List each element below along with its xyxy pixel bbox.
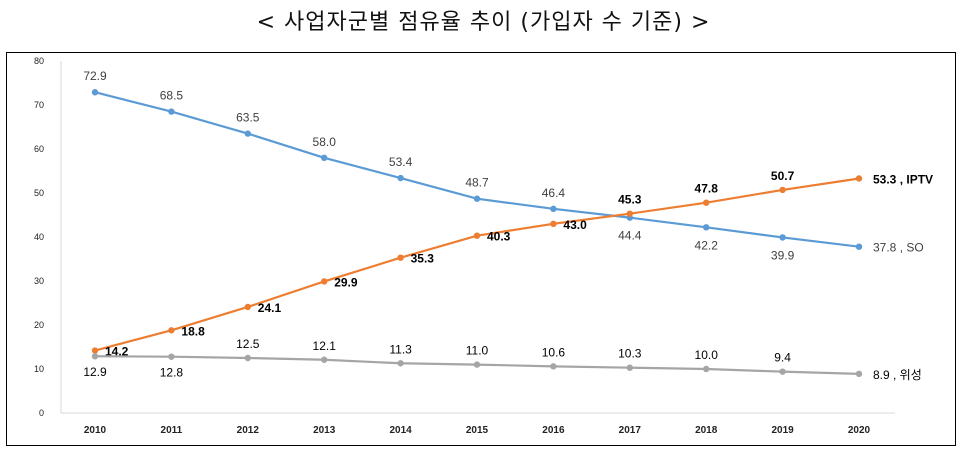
data-label-SO: 42.2	[695, 238, 719, 252]
x-tick-label: 2010	[84, 425, 107, 436]
data-label-위성: 11.3	[389, 342, 412, 356]
data-label-SO: 63.5	[236, 111, 260, 125]
x-tick-label: 2020	[848, 425, 871, 436]
x-tick-label: 2011	[161, 425, 183, 436]
x-tick-label: 2015	[466, 425, 489, 436]
data-point-IPTV	[855, 175, 863, 182]
data-point-위성	[397, 360, 404, 367]
data-point-SO	[473, 195, 481, 202]
data-label-SO: 48.7	[465, 176, 489, 190]
data-label-위성: 10.3	[618, 347, 642, 361]
data-label-위성: 11.0	[466, 344, 489, 358]
x-tick-label: 2013	[313, 425, 336, 436]
chart-frame	[6, 52, 956, 446]
x-tick-label: 2017	[619, 425, 642, 436]
data-point-IPTV	[168, 327, 175, 334]
data-point-SO	[855, 243, 863, 250]
data-point-IPTV	[703, 199, 710, 206]
data-point-SO	[321, 154, 328, 161]
data-point-위성	[168, 353, 175, 360]
data-point-위성	[473, 361, 481, 368]
data-point-IPTV	[550, 220, 557, 227]
data-point-위성	[91, 353, 99, 360]
data-label-SO: 53.4	[389, 155, 413, 169]
y-tick-label: 50	[34, 188, 44, 198]
data-point-SO	[550, 205, 557, 213]
x-tick-label: 2018	[695, 425, 718, 436]
chart-title: < 사업자군별 점유율 추이 (가입자 수 기준) >	[256, 10, 711, 35]
data-label-위성: 12.5	[236, 337, 260, 351]
data-point-위성	[779, 368, 786, 375]
y-tick-label: 20	[34, 320, 44, 330]
data-label-SO: 44.4	[618, 229, 642, 243]
data-point-IPTV	[779, 186, 786, 194]
data-point-IPTV	[91, 347, 99, 354]
data-point-IPTV	[473, 232, 481, 239]
data-label-IPTV: 14.2	[105, 345, 129, 359]
data-point-SO	[91, 89, 99, 96]
data-label-IPTV: 24.1	[258, 301, 282, 315]
data-point-위성	[703, 365, 710, 373]
data-label-위성: 12.9	[83, 365, 107, 379]
data-label-IPTV: 45.3	[618, 193, 642, 207]
data-point-IPTV	[626, 210, 633, 217]
data-label-위성: 12.8	[160, 366, 184, 380]
data-point-위성	[626, 364, 633, 371]
data-point-위성	[321, 356, 328, 363]
data-label-IPTV: 50.7	[771, 169, 795, 183]
data-label-SO: 37.8 , SO	[873, 241, 924, 255]
data-label-SO: 46.4	[542, 186, 566, 200]
data-point-위성	[550, 363, 557, 370]
y-tick-label: 70	[34, 100, 44, 110]
data-label-IPTV: 29.9	[334, 275, 358, 289]
data-label-IPTV: 47.8	[695, 182, 719, 196]
data-label-IPTV: 43.0	[563, 218, 587, 232]
data-point-위성	[855, 370, 863, 378]
data-label-위성: 8.9 , 위성	[873, 368, 922, 382]
data-label-SO: 58.0	[313, 135, 337, 149]
data-label-IPTV: 35.3	[411, 252, 435, 266]
y-tick-label: 10	[34, 364, 44, 374]
data-label-IPTV: 40.3	[487, 230, 511, 244]
data-point-IPTV	[397, 254, 404, 261]
data-point-위성	[244, 354, 251, 362]
y-tick-label: 0	[39, 408, 44, 418]
y-tick-label: 80	[34, 56, 44, 66]
data-point-SO	[779, 234, 786, 241]
data-label-IPTV: 18.8	[181, 324, 205, 338]
data-point-SO	[703, 224, 710, 231]
series-line-SO	[94, 91, 860, 248]
data-label-위성: 10.0	[695, 348, 719, 362]
x-tick-label: 2014	[389, 425, 412, 436]
data-label-위성: 9.4	[774, 351, 791, 365]
y-tick-label: 30	[34, 276, 44, 286]
data-point-SO	[397, 174, 404, 182]
data-label-IPTV: 53.3 , IPTV	[873, 172, 933, 186]
data-point-SO	[168, 108, 175, 115]
data-label-위성: 12.1	[313, 339, 337, 353]
data-label-SO: 39.9	[771, 248, 795, 262]
data-label-SO: 72.9	[83, 69, 107, 83]
data-point-IPTV	[244, 303, 251, 311]
y-tick-label: 60	[34, 144, 44, 154]
x-tick-label: 2019	[771, 425, 794, 436]
data-label-위성: 10.6	[542, 345, 566, 359]
x-tick-label: 2012	[237, 425, 260, 436]
x-tick-label: 2016	[542, 425, 565, 436]
y-tick-label: 40	[34, 232, 44, 242]
data-label-SO: 68.5	[160, 89, 184, 103]
series-line-IPTV	[94, 177, 860, 352]
data-point-IPTV	[321, 278, 328, 285]
data-point-SO	[244, 130, 251, 137]
